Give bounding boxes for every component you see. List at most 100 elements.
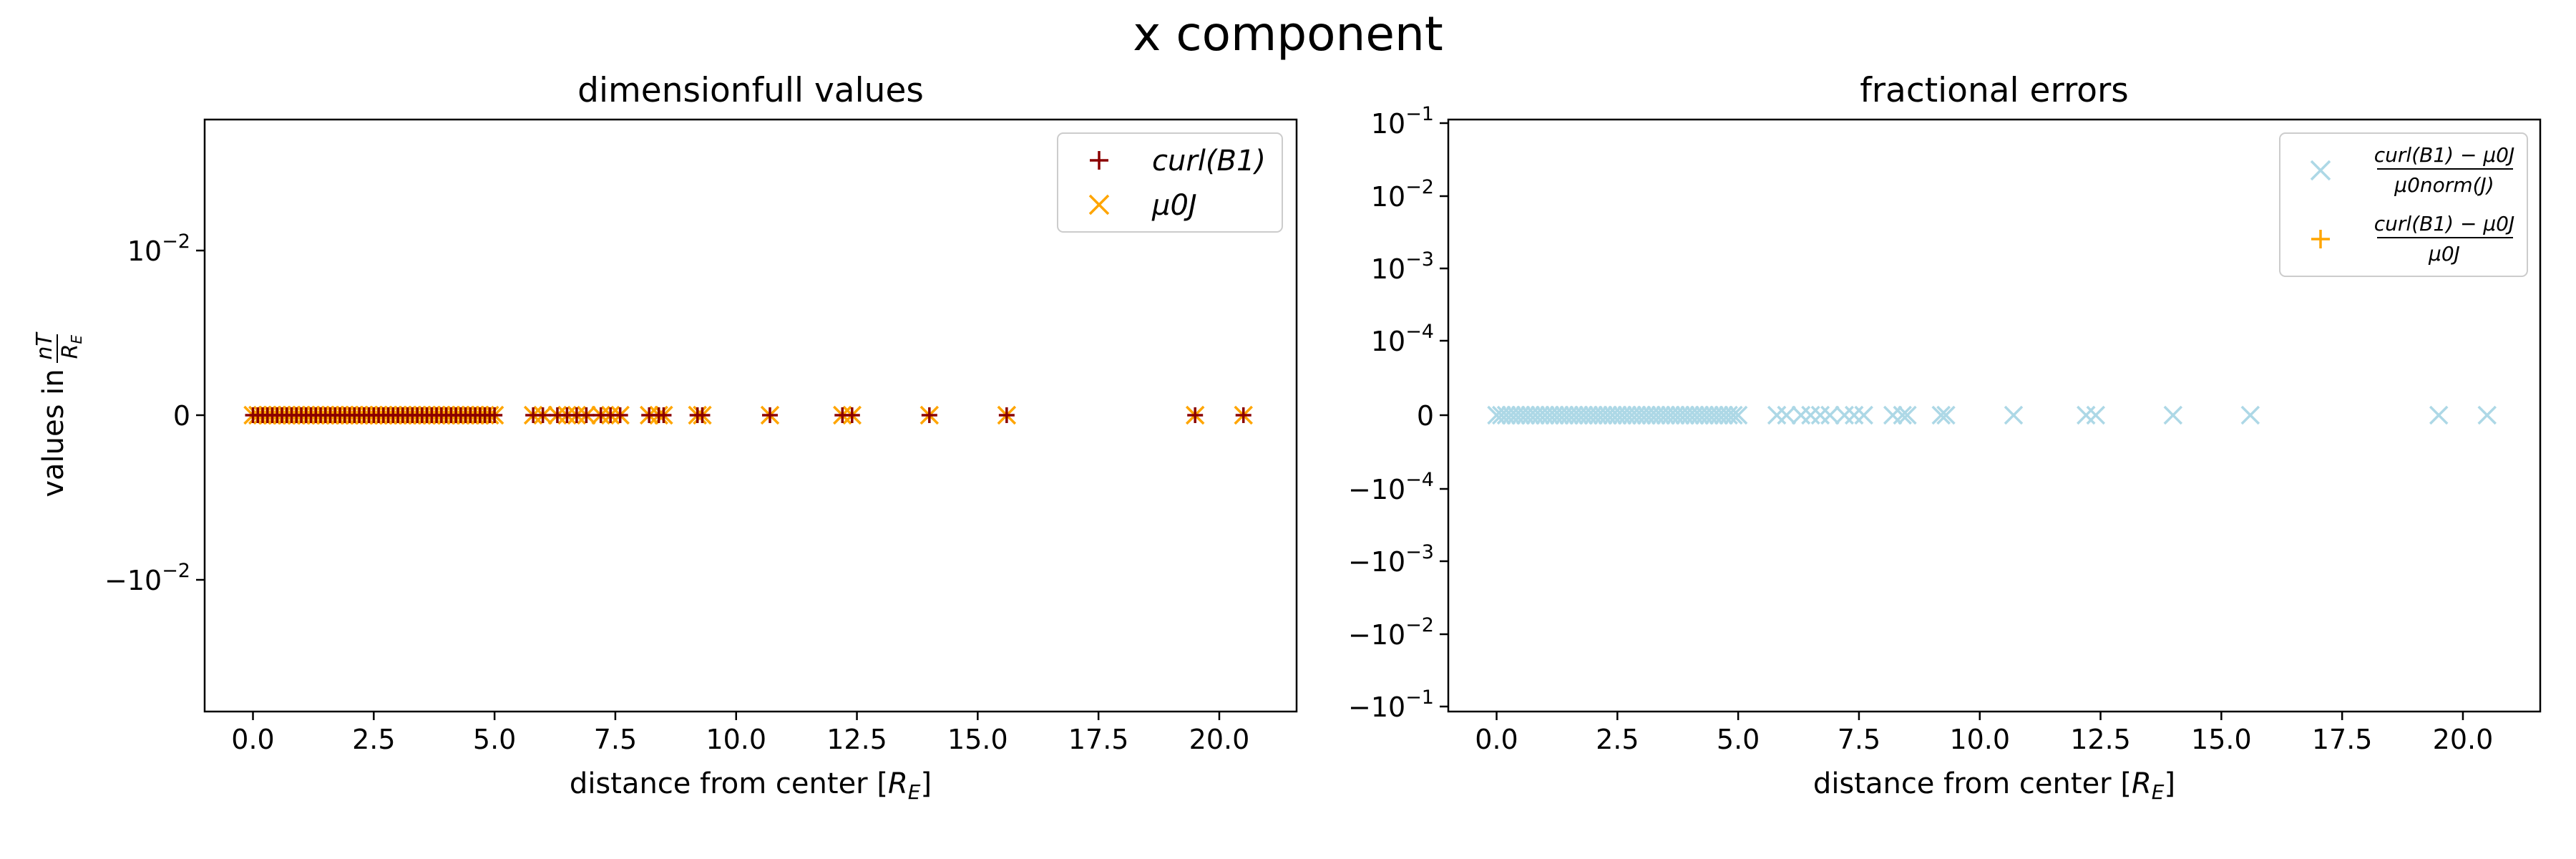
- x-tick-label: 12.5: [2070, 724, 2131, 755]
- data-point-frac-norm: [1931, 405, 1951, 425]
- x-tick-label: 5.0: [1717, 724, 1760, 755]
- data-point-curl-b1: [998, 407, 1015, 423]
- data-point-frac-norm: [1651, 405, 1671, 425]
- legend-label-mu0j: μ0J: [1151, 189, 1197, 222]
- data-point-curl-b1: [655, 407, 672, 423]
- data-point-frac-norm: [1666, 405, 1685, 425]
- y-tick-label: 0: [173, 400, 190, 432]
- data-point-frac-norm: [2004, 405, 2024, 425]
- x-tick-label: 2.5: [352, 724, 395, 755]
- data-point-frac-norm: [1526, 405, 1545, 425]
- legend: curl(B1) − μ0J μ0norm(J) curl(B1) − μ0J μ0J: [2279, 132, 2528, 277]
- chart-dimensionfull-values: dimensionfull values 0.0 2.5 5.0 7.5 10.0 12.…: [32, 71, 1298, 804]
- data-point-curl-b1: [1235, 407, 1252, 423]
- data-point-curl-b1: [612, 407, 628, 423]
- data-point-frac-norm: [1564, 405, 1584, 425]
- data-point-curl-b1: [487, 407, 503, 423]
- y-tick-label: 10−3: [1371, 248, 1434, 285]
- data-point-frac-norm: [1641, 405, 1661, 425]
- data-point-frac-norm: [1506, 405, 1526, 425]
- y-tick-label: −10−2: [104, 560, 190, 596]
- data-point-frac-norm: [1709, 405, 1729, 425]
- y-tick-label: 0: [1417, 400, 1434, 432]
- data-point-frac-norm: [1550, 405, 1569, 425]
- data-point-frac-norm: [1810, 405, 1830, 425]
- y-tick-label: −10−1: [1348, 686, 1434, 723]
- data-point-frac-norm: [1617, 405, 1637, 425]
- chart-title: fractional errors: [1860, 71, 2129, 110]
- legend: curl(B1) μ0J: [1057, 132, 1283, 233]
- data-point-frac-norm: [1627, 405, 1646, 425]
- data-point-frac-norm: [1661, 405, 1680, 425]
- data-point-curl-b1: [1187, 407, 1204, 423]
- figure-suptitle: x component: [1133, 6, 1443, 62]
- x-tick-label: 0.0: [1475, 724, 1518, 755]
- data-point-frac-norm: [1714, 405, 1734, 425]
- y-tick-label: −10−3: [1348, 541, 1434, 578]
- data-point-frac-norm: [1492, 405, 1511, 425]
- data-point-frac-norm: [1516, 405, 1536, 425]
- data-point-frac-norm: [1675, 405, 1695, 425]
- data-point-frac-norm: [1844, 405, 1864, 425]
- data-point-frac-norm: [1854, 405, 1873, 425]
- data-point-curl-b1: [694, 407, 711, 423]
- data-point-frac-norm: [1767, 405, 1787, 425]
- svg-text:curl(B1) − μ0J: curl(B1) − μ0J: [2374, 212, 2514, 236]
- data-point-frac-norm: [1574, 405, 1594, 425]
- axes-frame: [1447, 118, 2542, 713]
- data-point-curl-b1: [844, 407, 860, 423]
- legend-label-frac-norm: curl(B1) − μ0J μ0norm(J): [2374, 143, 2514, 197]
- data-point-frac-norm: [1835, 405, 1854, 425]
- data-point-frac-norm: [1540, 405, 1560, 425]
- data-point-frac-norm: [1820, 405, 1840, 425]
- data-point-frac-norm: [1612, 405, 1632, 425]
- data-point-frac-norm: [1608, 405, 1627, 425]
- data-point-frac-norm: [1936, 405, 1956, 425]
- x-tick-label: 2.5: [1596, 724, 1639, 755]
- y-tick-label: 10−2: [127, 230, 190, 267]
- legend-label-curl-b1: curl(B1): [1152, 145, 1266, 178]
- data-point-frac-norm: [1535, 405, 1555, 425]
- data-point-frac-norm: [2163, 405, 2183, 425]
- data-point-frac-norm: [2077, 405, 2096, 425]
- data-point-frac-norm: [1521, 405, 1541, 425]
- legend-marker-frac-rel: [2311, 230, 2330, 248]
- data-point-frac-norm: [1801, 405, 1820, 425]
- x-tick-label: 7.5: [594, 724, 637, 755]
- data-point-curl-b1: [535, 407, 551, 423]
- data-point-frac-norm: [1487, 405, 1506, 425]
- y-tick-label: 10−1: [1371, 103, 1434, 140]
- axes-frame: [203, 118, 1298, 713]
- data-point-frac-norm: [1699, 405, 1719, 425]
- data-point-frac-norm: [1704, 405, 1724, 425]
- data-point-frac-norm: [2086, 405, 2106, 425]
- data-point-frac-norm: [1777, 405, 1796, 425]
- chart-title: dimensionfull values: [577, 71, 924, 110]
- x-tick-label: 17.5: [1068, 724, 1129, 755]
- svg-text:μ0J: μ0J: [2428, 242, 2460, 266]
- data-point-frac-norm: [2429, 405, 2449, 425]
- data-point-frac-norm: [1724, 405, 1743, 425]
- data-point-frac-norm: [1593, 405, 1613, 425]
- data-point-frac-norm: [1496, 405, 1516, 425]
- x-tick-label: 20.0: [1189, 724, 1250, 755]
- data-point-frac-norm: [1685, 405, 1704, 425]
- data-point-frac-norm: [1646, 405, 1666, 425]
- x-tick-label: 7.5: [1838, 724, 1880, 755]
- data-point-frac-norm: [1656, 405, 1676, 425]
- data-point-frac-norm: [1511, 405, 1531, 425]
- data-point-frac-norm: [1531, 405, 1550, 425]
- data-point-frac-norm: [2240, 405, 2260, 425]
- data-point-frac-norm: [1622, 405, 1641, 425]
- svg-text:μ0norm(J): μ0norm(J): [2394, 173, 2494, 197]
- data-point-frac-norm: [2477, 405, 2497, 425]
- data-point-frac-norm: [1719, 405, 1738, 425]
- data-point-frac-norm: [1584, 405, 1603, 425]
- data-point-frac-norm: [1554, 405, 1574, 425]
- y-tick-label: 10−4: [1371, 321, 1434, 357]
- data-point-frac-norm: [1883, 405, 1903, 425]
- y-tick-label: 10−2: [1371, 176, 1434, 213]
- x-axis-label: distance from center [RE]: [570, 767, 932, 804]
- data-point-frac-norm: [1694, 405, 1714, 425]
